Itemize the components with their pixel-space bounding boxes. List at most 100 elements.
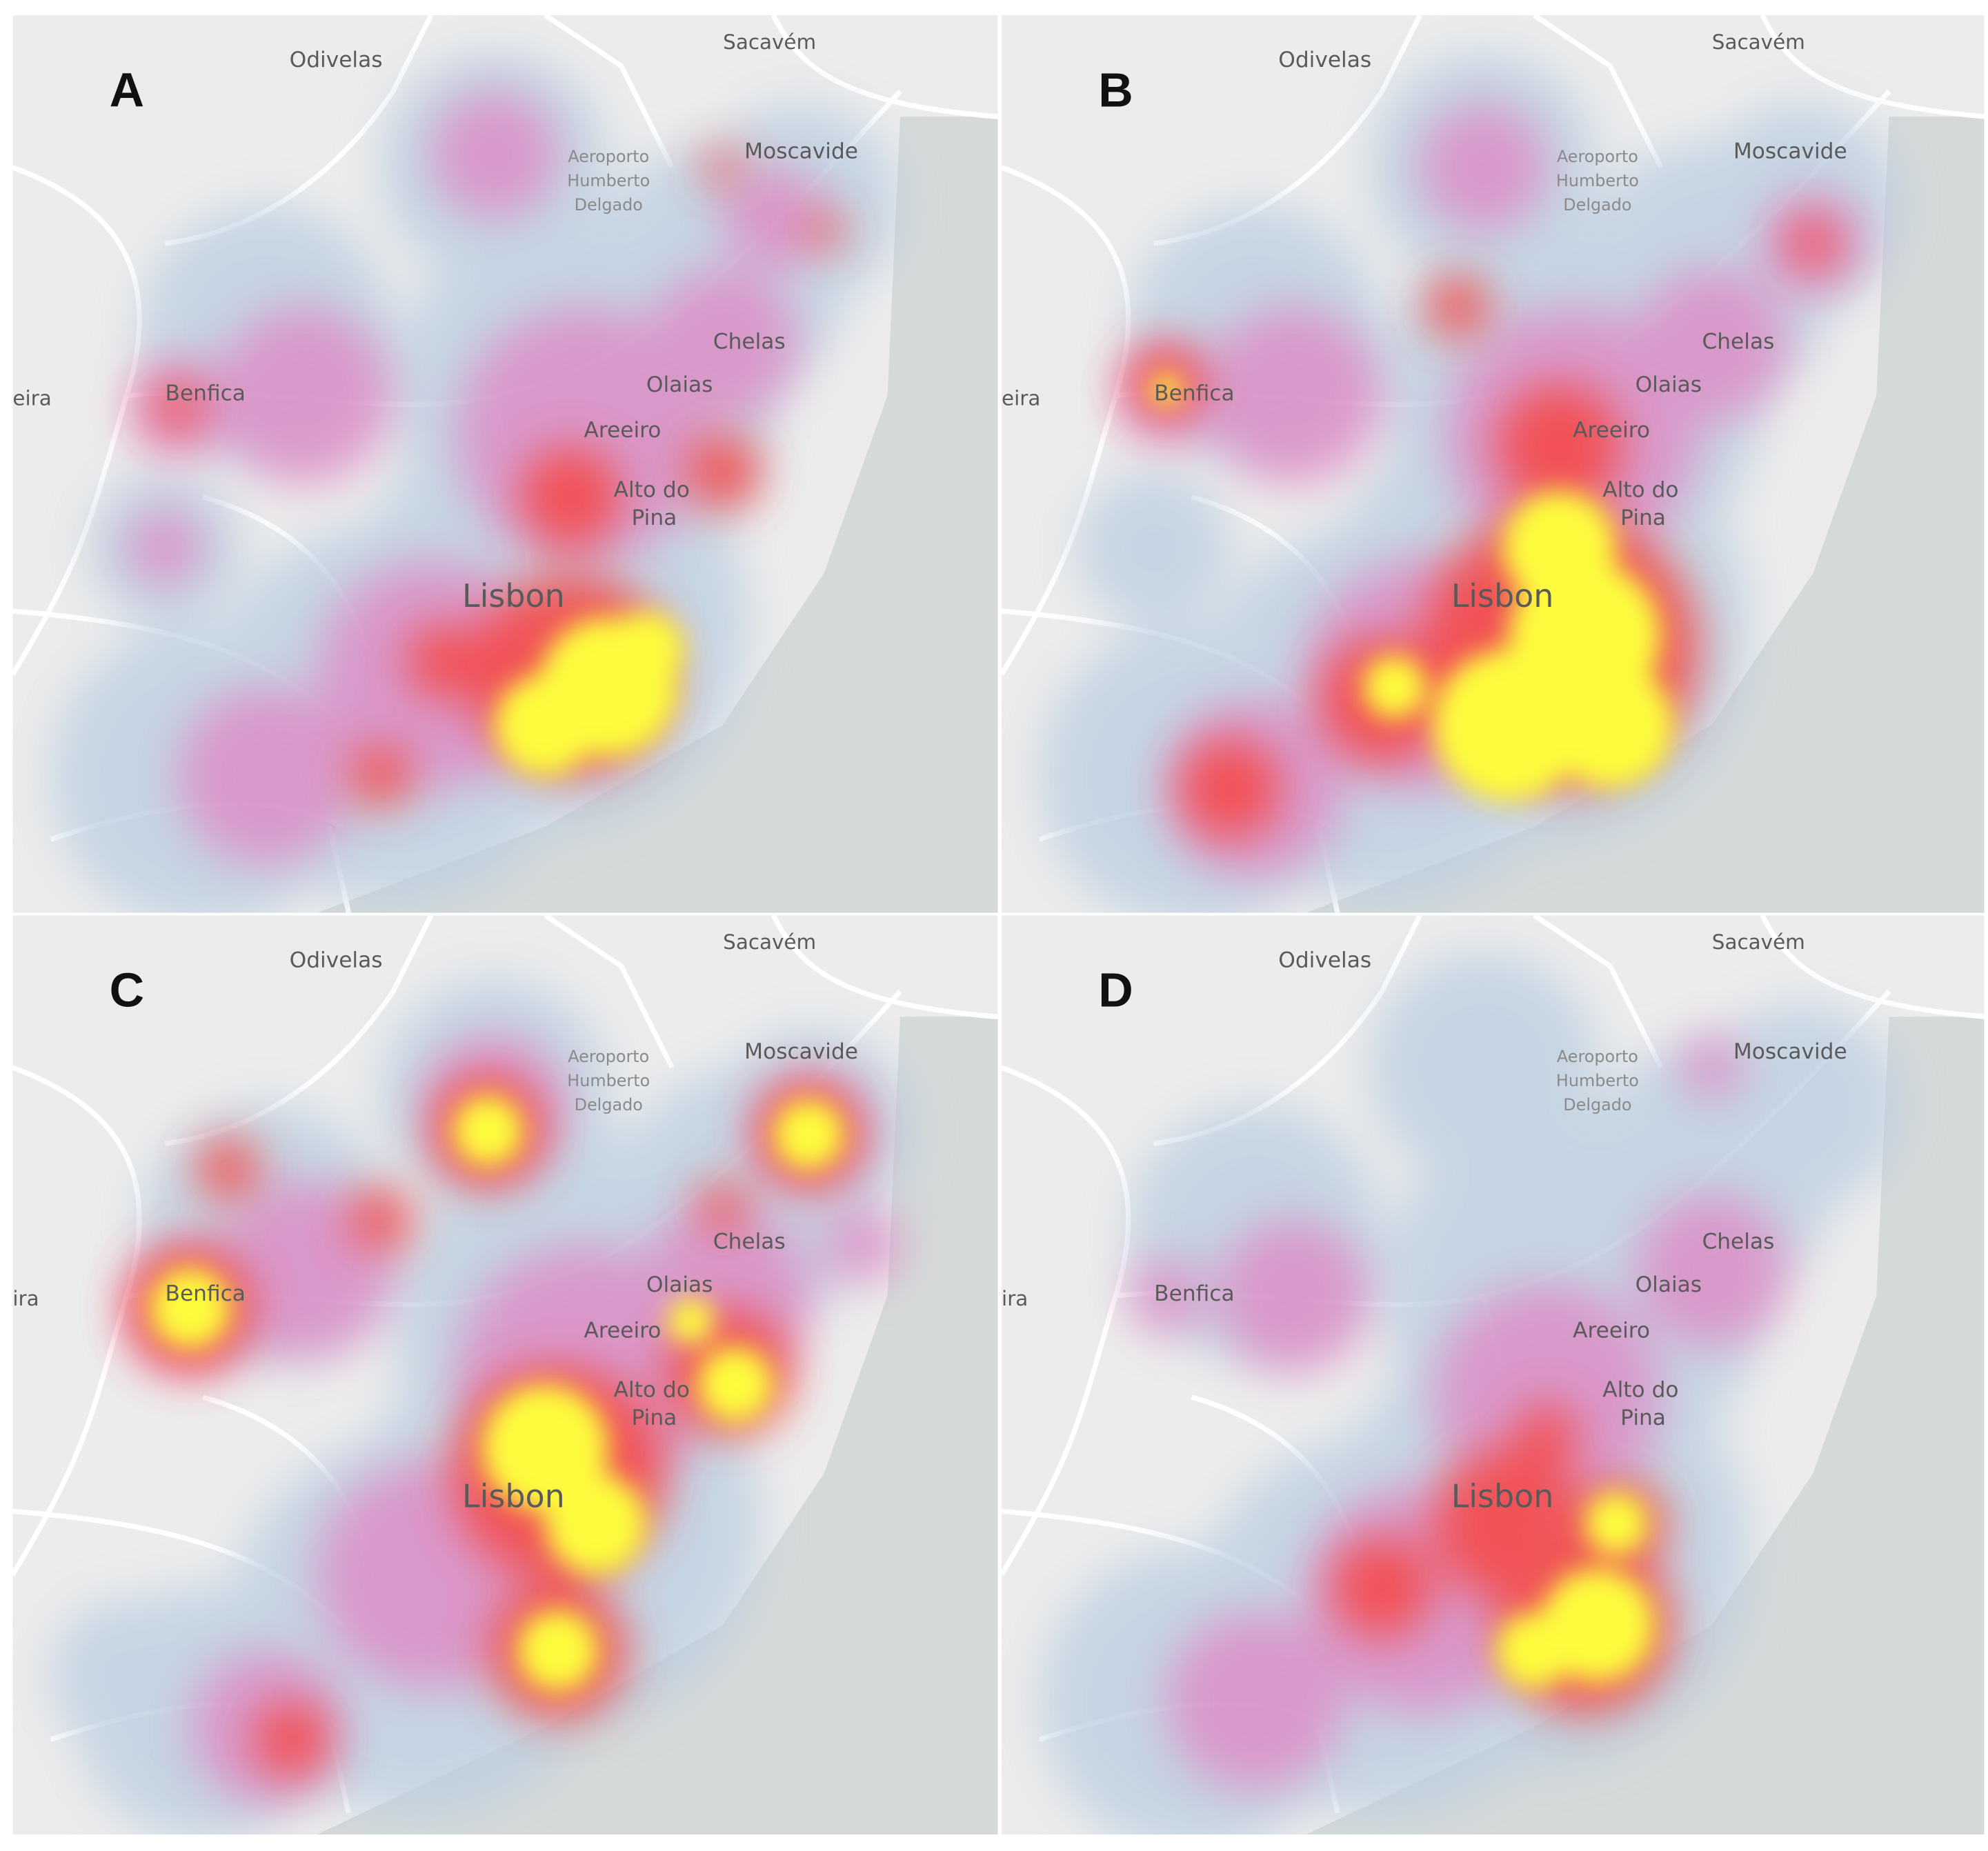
road xyxy=(1532,915,1664,1069)
place-label: Chelas xyxy=(1702,329,1774,354)
heat-blob xyxy=(1584,1492,1649,1556)
heat-blob xyxy=(697,1181,748,1232)
place-label: Alto do xyxy=(614,1378,690,1403)
heat-blob xyxy=(519,446,622,548)
road xyxy=(1760,15,1985,119)
heat-blob xyxy=(824,1207,900,1283)
river xyxy=(317,1017,998,1835)
place-label: Aeroporto xyxy=(1557,1047,1638,1066)
place-label: Olaias xyxy=(646,1272,713,1297)
heat-blob xyxy=(215,306,393,485)
place-label: Moscavide xyxy=(1733,1039,1847,1064)
heat-blob xyxy=(1166,1612,1344,1790)
place-label: Pina xyxy=(1620,506,1666,530)
place-label: Aeroporto xyxy=(568,147,649,166)
heat-blob xyxy=(668,1298,714,1344)
place-label: eira xyxy=(1002,387,1040,410)
place-label: Moscavide xyxy=(744,139,858,164)
place-label: Humberto xyxy=(567,1071,650,1090)
heat-blob xyxy=(1495,383,1623,510)
place-label: Olaias xyxy=(1636,372,1702,397)
place-label: Lisbon xyxy=(462,577,565,614)
heat-blob xyxy=(1420,103,1547,231)
heat-blob xyxy=(545,1473,647,1575)
heat-blob xyxy=(1432,649,1585,801)
road xyxy=(1532,15,1664,169)
place-label: eira xyxy=(12,387,51,410)
heat-blob xyxy=(1426,274,1490,339)
place-label: Humberto xyxy=(567,171,650,190)
heat-blob xyxy=(1547,661,1674,789)
place-label: Areeiro xyxy=(1573,1318,1650,1343)
river xyxy=(1306,1017,1985,1835)
heat-blob xyxy=(196,1137,260,1201)
heat-layer xyxy=(1495,1492,1655,1689)
heat-blob xyxy=(1515,1403,1579,1467)
heat-blob xyxy=(1331,1537,1433,1639)
place-label: Moscavide xyxy=(1733,139,1847,164)
heat-blob xyxy=(697,1346,774,1423)
map-panel: Odivelas Sacavém Aeroporto Humberto Delgado M… xyxy=(12,15,998,913)
heat-blob xyxy=(50,1600,203,1752)
heat-blob xyxy=(348,744,412,808)
heat-blob xyxy=(1495,1612,1573,1689)
place-label: Sacavém xyxy=(723,30,816,54)
heat-blob xyxy=(430,91,558,219)
heat-blob xyxy=(1204,306,1382,485)
heat-blob xyxy=(494,674,596,777)
map-panel: Odivelas Sacavém Aeroporto Humberto Delgado M… xyxy=(1002,15,1985,913)
heat-blob xyxy=(406,623,482,700)
place-label: Benfica xyxy=(166,1281,246,1306)
place-label: Odivelas xyxy=(1278,48,1371,72)
heat-blob xyxy=(348,1188,412,1252)
road xyxy=(771,915,998,1020)
place-label: Benfica xyxy=(1154,1281,1234,1306)
heat-layer xyxy=(1151,374,1674,801)
heat-blob xyxy=(453,1095,524,1167)
place-label: Alto do xyxy=(614,477,690,502)
heat-blob xyxy=(1179,737,1281,839)
place-label: Sacavém xyxy=(1712,930,1805,954)
place-label: Olaias xyxy=(646,372,713,397)
heat-blob xyxy=(126,510,203,586)
place-label: Odivelas xyxy=(290,948,383,972)
heat-blob xyxy=(646,268,799,421)
place-label: Benfica xyxy=(166,381,246,406)
heat-blob xyxy=(608,611,685,688)
panel-letter: A xyxy=(110,63,144,117)
heat-blob xyxy=(805,212,844,250)
heat-blob xyxy=(722,167,824,269)
place-label: Chelas xyxy=(1702,1230,1774,1254)
panel-letter: B xyxy=(1098,63,1133,117)
place-label: Chelas xyxy=(713,1230,786,1254)
place-label: Benfica xyxy=(1154,381,1234,406)
panel-letter: D xyxy=(1098,963,1133,1017)
place-label: Delgado xyxy=(1563,195,1631,214)
heat-blob xyxy=(149,1268,231,1350)
heat-blob xyxy=(253,1701,330,1778)
heat-blob xyxy=(1362,655,1427,719)
heat-blob xyxy=(1128,1257,1205,1334)
place-label: Pina xyxy=(632,506,677,530)
road xyxy=(1760,915,1985,1019)
place-label: ira xyxy=(1002,1287,1028,1310)
heat-blob xyxy=(684,433,761,510)
place-label: Sacavém xyxy=(1712,30,1805,54)
heat-blob xyxy=(1151,374,1182,405)
place-label: Humberto xyxy=(1556,1071,1639,1090)
heat-blob xyxy=(177,687,355,865)
place-label: Delgado xyxy=(575,195,643,214)
heat-blob xyxy=(1217,1219,1370,1372)
place-label: Areeiro xyxy=(584,418,662,443)
place-label: Areeiro xyxy=(584,1318,662,1343)
place-label: Odivelas xyxy=(290,48,383,72)
river xyxy=(317,117,998,913)
heat-blob xyxy=(215,1181,393,1359)
place-label: Chelas xyxy=(713,329,786,354)
heat-blob xyxy=(152,383,203,434)
place-label: Aeroporto xyxy=(1557,147,1638,166)
heat-layer xyxy=(494,611,685,777)
map-panel: Odivelas Sacavém Aeroporto Humberto Delgado M… xyxy=(12,915,998,1835)
place-label: Delgado xyxy=(1563,1095,1631,1114)
